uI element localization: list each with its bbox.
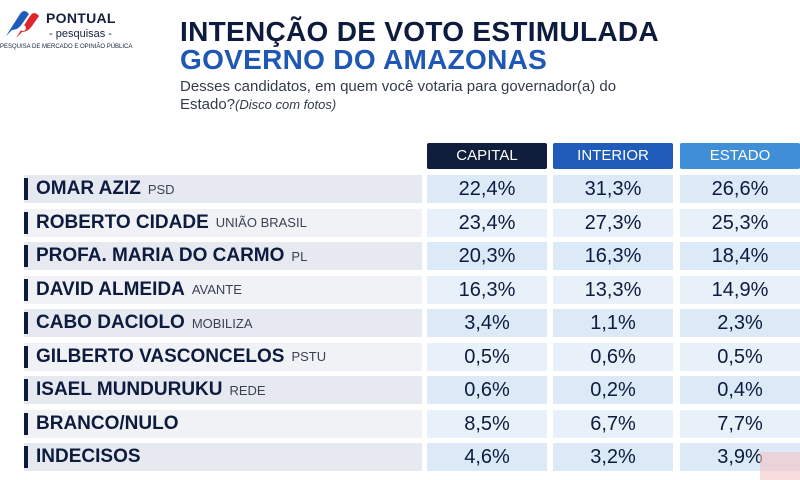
candidate-cell: CABO DACIOLO MOBILIZA — [24, 309, 422, 337]
value-interior: 3,2% — [553, 443, 673, 471]
value-estado: 2,3% — [680, 309, 800, 337]
value-interior: 13,3% — [553, 275, 673, 304]
candidate-cell: ROBERTO CIDADE UNIÃO BRASIL — [24, 208, 422, 237]
candidate-name: ISAEL MUNDURUKU — [36, 379, 223, 400]
title-line-2: GOVERNO DO AMAZONAS — [180, 44, 548, 75]
candidate-party: REDE — [229, 382, 266, 398]
candidate-cell: INDECISOS — [24, 443, 422, 471]
table-row: CABO DACIOLO MOBILIZA 3,4% 1,1% 2,3% — [24, 309, 800, 337]
candidate-cell: DAVID ALMEIDA AVANTE — [24, 275, 422, 304]
candidate-party: AVANTE — [191, 282, 242, 297]
table-row: BRANCO/NULO 8,5% 6,7% 7,7% — [24, 409, 800, 438]
candidate-name: DAVID ALMEIDA — [36, 278, 185, 300]
table-row: INDECISOS 4,6% 3,2% 3,9% — [24, 443, 800, 471]
column-header-interior: INTERIOR — [553, 143, 673, 169]
value-capital: 23,4% — [427, 208, 547, 237]
value-capital: 3,4% — [427, 309, 547, 337]
value-capital: 0,5% — [427, 342, 547, 371]
value-capital: 20,3% — [427, 242, 547, 270]
survey-question: Desses candidatos, em quem você votaria … — [180, 78, 660, 114]
question-note: (Disco com fotos) — [235, 97, 337, 112]
value-interior: 31,3% — [553, 175, 673, 203]
candidate-party: UNIÃO BRASIL — [215, 215, 307, 230]
candidate-party: PSD — [147, 181, 175, 197]
candidate-cell: PROFA. MARIA DO CARMO PL — [24, 242, 422, 270]
corner-decoration — [760, 452, 800, 480]
candidate-cell: OMAR AZIZ PSD — [24, 175, 422, 203]
value-estado: 18,4% — [680, 242, 800, 270]
candidate-name: OMAR AZIZ — [36, 178, 141, 199]
value-capital: 0,6% — [427, 376, 547, 404]
candidate-cell: GILBERTO VASCONCELOS PSTU — [24, 342, 422, 371]
value-capital: 22,4% — [427, 175, 547, 203]
table-row: OMAR AZIZ PSD 22,4% 31,3% 26,6% — [24, 175, 800, 203]
candidate-party: PSTU — [291, 349, 327, 364]
pontual-logo: PONTUAL - pesquisas - PESQUISA DE MERCAD… — [0, 4, 132, 54]
value-estado: 7,7% — [680, 409, 800, 438]
value-estado: 25,3% — [680, 208, 800, 237]
title-line-1: INTENÇÃO DE VOTO ESTIMULADA — [180, 16, 659, 47]
candidate-party: MOBILIZA — [191, 315, 253, 331]
value-interior: 0,2% — [553, 376, 673, 404]
value-interior: 27,3% — [553, 208, 673, 237]
table-row: PROFA. MARIA DO CARMO PL 20,3% 16,3% 18,4% — [24, 242, 800, 270]
table-row: GILBERTO VASCONCELOS PSTU 0,5% 0,6% 0,5% — [24, 342, 800, 371]
candidate-name: GILBERTO VASCONCELOS — [36, 345, 285, 367]
value-estado: 0,4% — [680, 376, 800, 404]
candidate-cell: ISAEL MUNDURUKU REDE — [24, 376, 422, 404]
value-estado: 14,9% — [680, 275, 800, 304]
value-interior: 0,6% — [553, 342, 673, 371]
candidate-party: PL — [291, 248, 308, 264]
candidate-name: ROBERTO CIDADE — [36, 211, 209, 233]
value-interior: 6,7% — [553, 409, 673, 438]
question-text: Desses candidatos, em quem você votaria … — [180, 78, 617, 113]
value-estado: 26,6% — [680, 175, 800, 203]
candidate-name: PROFA. MARIA DO CARMO — [36, 245, 285, 266]
pontual-logo-mark-icon — [6, 11, 39, 38]
value-capital: 8,5% — [427, 409, 547, 438]
candidate-cell: BRANCO/NULO — [24, 409, 422, 438]
column-header-capital: CAPITAL — [427, 143, 547, 169]
logo-tagline: PESQUISA DE MERCADO E OPINIÃO PÚBLICA — [0, 44, 133, 50]
value-interior: 16,3% — [553, 242, 673, 270]
logo-subtitle: - pesquisas - — [49, 28, 112, 40]
table-row: DAVID ALMEIDA AVANTE 16,3% 13,3% 14,9% — [24, 275, 800, 304]
candidate-name: CABO DACIOLO — [36, 312, 185, 333]
column-header-estado: ESTADO — [680, 143, 800, 169]
logo-name: PONTUAL — [46, 10, 116, 26]
table-row: ISAEL MUNDURUKU REDE 0,6% 0,2% 0,4% — [24, 376, 800, 404]
value-interior: 1,1% — [553, 309, 673, 337]
candidate-name: BRANCO/NULO — [36, 412, 179, 434]
candidate-name: INDECISOS — [36, 446, 141, 467]
value-estado: 0,5% — [680, 342, 800, 371]
table-row: ROBERTO CIDADE UNIÃO BRASIL 23,4% 27,3% 25,3… — [24, 208, 800, 237]
value-capital: 4,6% — [427, 443, 547, 471]
value-capital: 16,3% — [427, 275, 547, 304]
